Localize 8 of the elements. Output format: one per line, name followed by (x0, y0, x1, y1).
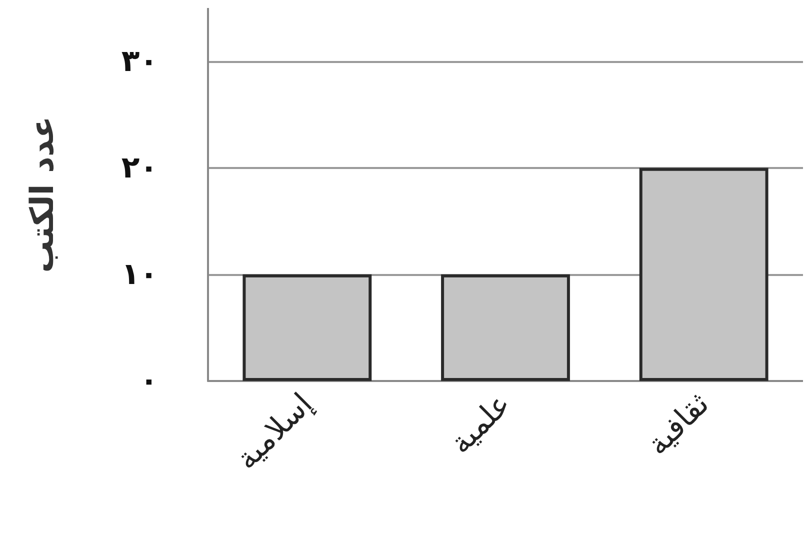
y-tick-label: ٢٠ (121, 150, 158, 186)
y-tick-label: ٠ (140, 364, 158, 398)
y-tick-label: ١٠ (121, 256, 158, 292)
y-tick-label: ٣٠ (121, 44, 158, 79)
x-tick-label: ثقافية (640, 386, 716, 462)
x-tick-label: علمية (443, 386, 518, 462)
y-axis-title: عدد الكتب (23, 116, 61, 273)
x-tick-label: إسلامية (229, 386, 320, 477)
